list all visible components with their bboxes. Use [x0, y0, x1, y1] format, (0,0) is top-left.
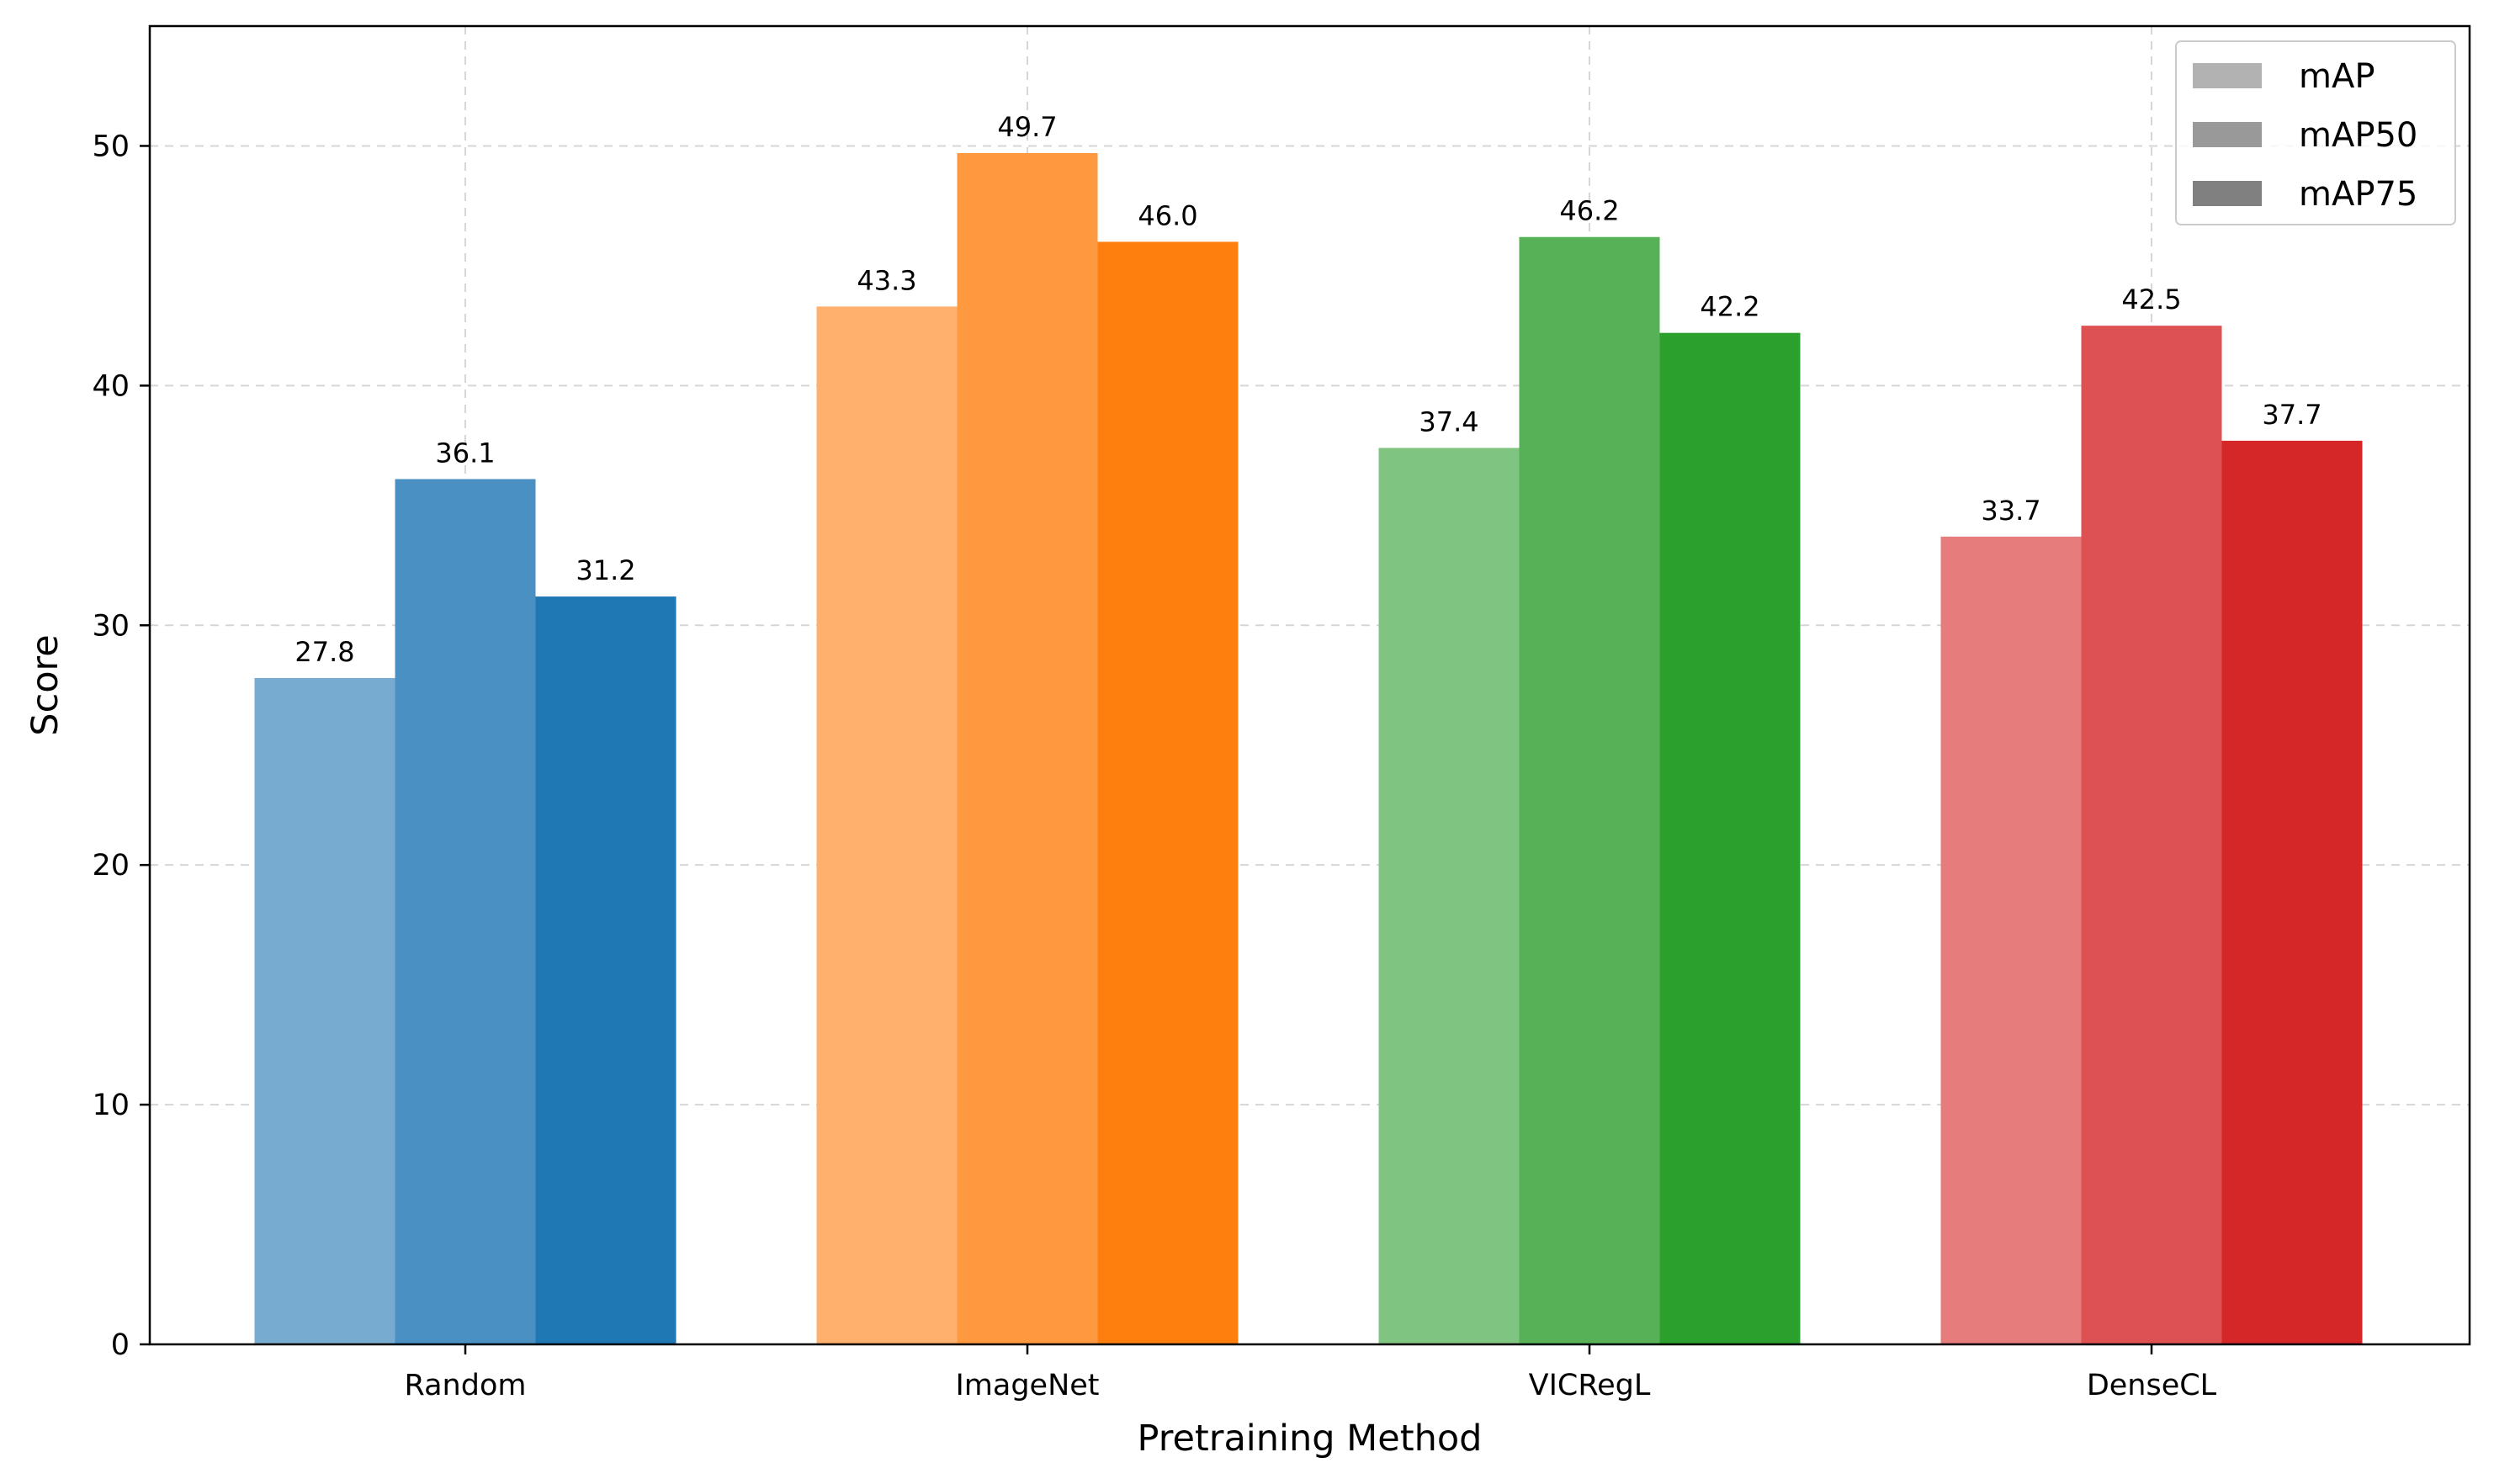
- bar-value-label: 46.0: [1138, 199, 1197, 231]
- y-axis-ticks: 0 10 20 30 40 50: [92, 130, 150, 1362]
- legend: mAP mAP50 mAP75: [2175, 40, 2456, 225]
- y-tick-label: 0: [111, 1328, 130, 1362]
- bar-densecl-map: [1940, 536, 2082, 1344]
- x-tick-label-random: Random: [405, 1369, 527, 1402]
- bar-random-map: [254, 677, 395, 1344]
- bar-value-label: 36.1: [435, 437, 495, 469]
- x-tick-label-imagenet: ImageNet: [955, 1369, 1099, 1402]
- legend-items: mAP mAP50 mAP75: [2193, 57, 2417, 214]
- legend-label-map75: mAP75: [2299, 175, 2417, 214]
- y-tick-label: 40: [92, 369, 130, 403]
- y-tick-label: 50: [92, 130, 130, 163]
- bar-value-label: 42.5: [2121, 284, 2181, 315]
- bar-random-map75: [535, 596, 677, 1344]
- bar-vicregl-map: [1378, 448, 1520, 1345]
- y-tick-label: 30: [92, 609, 130, 643]
- bar-vicregl-map75: [1659, 332, 1801, 1345]
- legend-swatch-map75: [2193, 181, 2262, 206]
- bar-random-map50: [395, 479, 536, 1344]
- y-axis-title: Score: [24, 634, 66, 735]
- bar-value-label: 27.8: [295, 636, 354, 668]
- bar-value-label: 42.2: [1700, 291, 1759, 323]
- bar-value-label: 33.7: [1981, 495, 2040, 527]
- x-axis-ticks: Random ImageNet VICRegL DenseCL: [405, 1344, 2217, 1402]
- legend-label-map: mAP: [2299, 57, 2375, 96]
- bar-value-label: 31.2: [576, 554, 635, 586]
- x-tick-label-densecl: DenseCL: [2087, 1369, 2217, 1402]
- bar-value-label: 37.7: [2262, 399, 2322, 431]
- legend-swatch-map: [2193, 63, 2262, 88]
- x-tick-label-vicregl: VICRegL: [1529, 1369, 1651, 1402]
- legend-label-map50: mAP50: [2299, 116, 2417, 155]
- y-tick-label: 20: [92, 849, 130, 882]
- bar-value-label: 49.7: [997, 111, 1057, 143]
- bars: [254, 153, 2363, 1345]
- bar-value-label: 46.2: [1559, 195, 1619, 227]
- bar-densecl-map50: [2081, 326, 2222, 1344]
- plot-frame: [148, 24, 2471, 1346]
- bar-value-labels: 27.8 36.1 31.2 43.3 49.7 46.0 37.4 46.2 42.2 33.7…: [295, 111, 2322, 668]
- bar-value-label: 37.4: [1419, 405, 1478, 437]
- bar-imagenet-map75: [1097, 241, 1239, 1344]
- bar-imagenet-map: [816, 306, 958, 1344]
- bar-value-label: 43.3: [857, 264, 916, 296]
- legend-swatch-map50: [2193, 122, 2262, 147]
- bar-vicregl-map50: [1519, 236, 1660, 1345]
- bar-imagenet-map50: [957, 153, 1098, 1344]
- x-axis-title: Pretraining Method: [1138, 1418, 1483, 1460]
- bar-densecl-map75: [2221, 440, 2363, 1344]
- y-tick-label: 10: [92, 1089, 130, 1122]
